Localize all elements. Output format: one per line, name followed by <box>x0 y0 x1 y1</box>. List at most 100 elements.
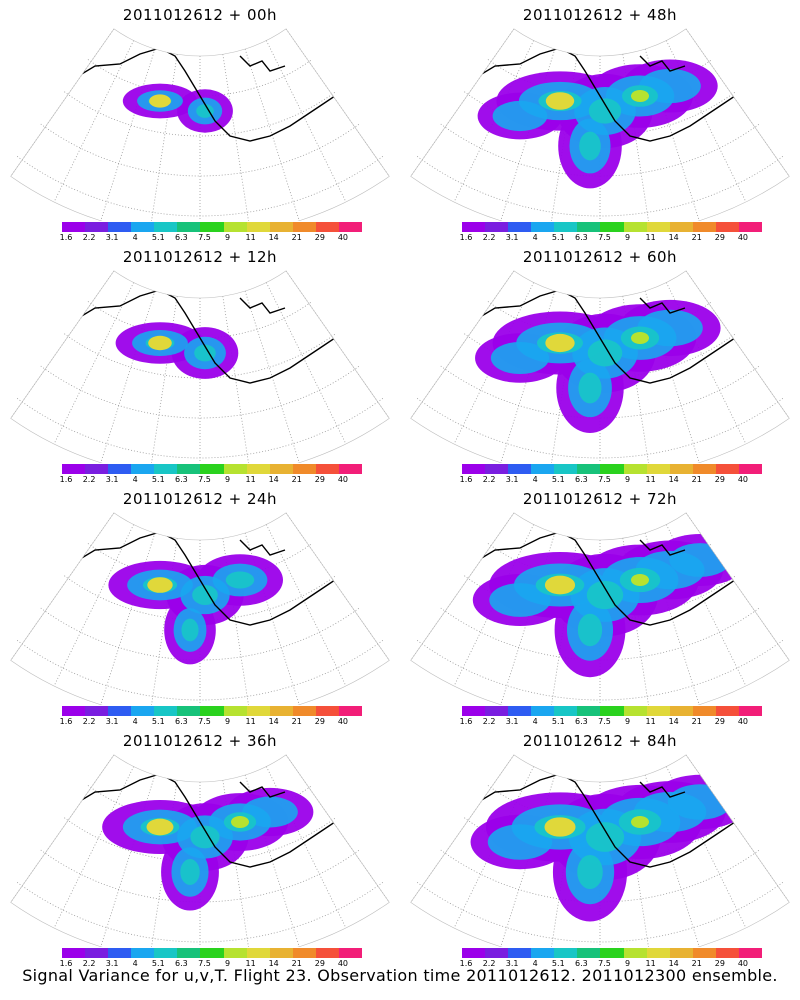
colorbar-cell <box>338 464 363 474</box>
variance-field <box>472 534 748 678</box>
colorbar-cell <box>200 948 224 958</box>
colorbar-tick-label: 2.2 <box>482 717 496 726</box>
colorbar-cell <box>715 222 739 232</box>
colorbar-labels: 1.6 2.2 3.1 4 5.1 6.3 7.5 9 11 14 21 29 40 <box>60 475 362 487</box>
colorbar-cell <box>692 948 716 958</box>
colorbar-cell <box>223 222 247 232</box>
colorbar-tick-label: 5.1 <box>151 717 165 726</box>
variance-field <box>115 322 239 379</box>
colorbar-labels: 1.6 2.2 3.1 4 5.1 6.3 7.5 9 11 14 21 29 40 <box>460 233 762 245</box>
colorbar-tick-label: 4 <box>532 475 538 484</box>
colorbar-cell <box>85 464 109 474</box>
colorbar-tick-label: 40 <box>737 233 749 242</box>
panel-title: 2011012612 + 48h <box>522 6 678 24</box>
colorbar-tick-label: 4 <box>132 717 138 726</box>
colorbar-tick-label: 14 <box>668 475 679 484</box>
colorbar-labels: 1.6 2.2 3.1 4 5.1 6.3 7.5 9 11 14 21 29 40 <box>460 475 762 487</box>
longitude-gridline <box>53 282 135 445</box>
colorbar-cell <box>738 948 763 958</box>
colorbar-tick-label: 11 <box>245 475 256 484</box>
colorbar-tick-label: 5.1 <box>551 233 565 242</box>
colorbar-tick-label: 3.1 <box>505 959 519 968</box>
colorbar-tick-label: 5.1 <box>551 717 565 726</box>
colorbar-tick-label: 21 <box>291 959 302 968</box>
colorbar-cell <box>292 948 316 958</box>
colorbar-tick-label: 40 <box>337 233 349 242</box>
colorbar-tick-label: 4 <box>532 717 538 726</box>
colorbar-tick-label: 14 <box>268 959 279 968</box>
colorbar-cell <box>223 464 247 474</box>
colorbar <box>62 222 363 232</box>
colorbar-labels: 1.6 2.2 3.1 4 5.1 6.3 7.5 9 11 14 21 29 40 <box>59 233 362 245</box>
panel-title: 2011012612 + 36h <box>122 732 278 750</box>
colorbar-tick-label: 3.1 <box>105 959 119 968</box>
colorbar-cell <box>669 948 693 958</box>
colorbar-tick-label: 7.5 <box>598 717 611 726</box>
map-panel: 2011012612 + 60h 1.6 2.2 3.1 4 5.1 6.3 7.5 9 11 14… <box>400 242 800 484</box>
colorbar-labels: 1.6 2.2 3.1 4 5.1 6.3 7.5 9 11 14 21 29 40 <box>59 959 362 971</box>
map-frame <box>410 512 790 705</box>
colorbar-tick-label: 11 <box>645 475 656 484</box>
map-plot <box>10 754 390 947</box>
colorbar-cell <box>692 464 716 474</box>
colorbar-tick-label: 21 <box>691 475 702 484</box>
colorbar-tick-label: 1.6 <box>59 233 73 242</box>
colorbar-cell <box>554 948 578 958</box>
colorbar-cell <box>246 948 270 958</box>
colorbar-tick-label: 4 <box>532 233 538 242</box>
colorbar-tick-label: 29 <box>714 717 725 726</box>
map-panel: 2011012612 + 48h 1.6 2.2 3.1 4 5.1 6.3 7.5 9 11 14… <box>400 0 800 242</box>
colorbar-tick-label: 7.5 <box>198 717 211 726</box>
colorbar-tick-label: 29 <box>714 233 725 242</box>
colorbar-cell <box>315 706 339 716</box>
colorbar-tick-label: 7.5 <box>598 475 611 484</box>
colorbar-cell <box>85 706 109 716</box>
colorbar-tick-label: 2.2 <box>82 475 96 484</box>
longitude-gridline <box>100 532 156 705</box>
colorbar-cell <box>292 706 316 716</box>
colorbar-cell <box>85 948 109 958</box>
colorbar-cell <box>554 222 578 232</box>
colorbar-cell <box>154 222 178 232</box>
colorbar-cell <box>531 222 555 232</box>
colorbar-tick-label: 21 <box>291 475 302 484</box>
colorbar-cell <box>315 222 339 232</box>
map-frame <box>410 754 790 947</box>
colorbar-cell <box>62 222 86 232</box>
colorbar-cell <box>462 706 486 716</box>
colorbar-tick-label: 3.1 <box>505 475 519 484</box>
colorbar-cell <box>646 706 670 716</box>
map-panel: 2011012612 + 36h 1.6 2.2 3.1 4 5.1 6.3 7.5 9 11 14… <box>0 726 400 968</box>
colorbar-tick-label: 4 <box>132 959 138 968</box>
colorbar-tick-label: 9 <box>224 475 231 484</box>
map-plot <box>410 28 790 221</box>
colorbar-tick-label: 40 <box>337 959 349 968</box>
colorbar-cell <box>269 706 293 716</box>
colorbar-cell <box>131 706 155 716</box>
colorbar-cell <box>623 464 647 474</box>
colorbar-tick-label: 21 <box>691 233 702 242</box>
colorbar-tick-label: 1.6 <box>59 717 73 726</box>
longitude-gridline <box>222 538 249 705</box>
colorbar-cell <box>692 706 716 716</box>
colorbar <box>462 706 763 716</box>
colorbar-cell <box>669 222 693 232</box>
colorbar-tick-label: 1.6 <box>459 959 473 968</box>
colorbar-tick-label: 9 <box>624 717 631 726</box>
colorbar-tick-label: 11 <box>645 717 656 726</box>
colorbar-cell <box>292 464 316 474</box>
colorbar-tick-label: 2.2 <box>82 717 96 726</box>
map-plot <box>10 28 390 221</box>
colorbar-cell <box>292 222 316 232</box>
map-panel: 2011012612 + 84h 1.6 2.2 3.1 4 5.1 6.3 7.5 9 11 14… <box>400 726 800 968</box>
colorbar-tick-label: 1.6 <box>59 959 73 968</box>
map-frame <box>10 754 390 947</box>
colorbar-cell <box>669 464 693 474</box>
latitude-gridline <box>87 301 313 339</box>
colorbar-cell <box>508 222 532 232</box>
latitude-gridline <box>87 543 313 581</box>
map-plot <box>10 270 390 463</box>
colorbar-cell <box>715 948 739 958</box>
colorbar-cell <box>131 222 155 232</box>
colorbar-cell <box>338 706 363 716</box>
